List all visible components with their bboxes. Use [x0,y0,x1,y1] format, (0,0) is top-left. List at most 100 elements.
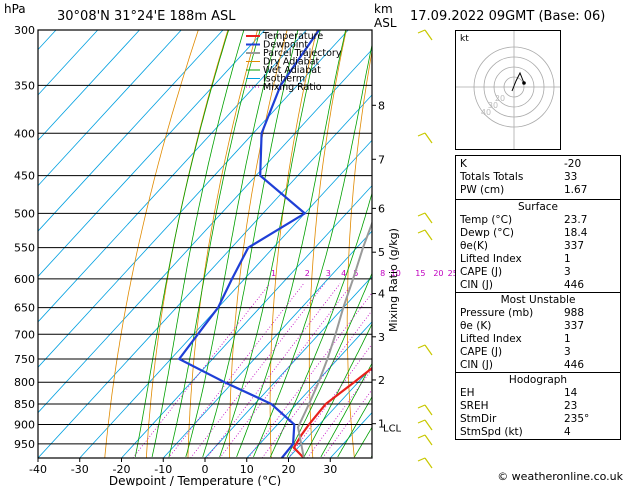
legend-entry: Temperature [262,31,323,42]
x-tick-label: -40 [29,463,47,476]
wet-adiabat-line [219,30,321,458]
most-unstable-section: Most Unstable Pressure (mb) 988 θe (K) 337 L… [456,292,620,372]
isotherm-line [288,366,372,458]
isotherm-line [38,30,182,187]
series-line-parcel-trajectory [296,220,372,458]
most-unstable-value: 337 [564,320,585,332]
most-unstable-value: 988 [564,307,585,319]
hodograph-value: 235° [564,413,590,425]
surface-row: Dewp (°C) 18.4 [456,227,620,240]
isotherm-line [38,30,266,278]
pressure-tick-label: 450 [14,170,35,183]
mixing-ratio-label: 3 [326,269,331,278]
hodograph-section: Hodograph EH 14 SREH 23 StmDir 235° StmSpd (kt… [456,372,620,439]
pressure-tick-label: 350 [14,79,35,92]
most-unstable-row: Pressure (mb) 988 [456,307,620,320]
hodograph-value: 23 [564,400,578,412]
surface-value: 337 [564,240,585,252]
profile-lines [177,30,372,458]
most-unstable-row: CIN (J) 446 [456,359,620,372]
pressure-tick-label: 550 [14,242,35,255]
most-unstable-value: 446 [564,359,585,371]
pressure-tick-label: 750 [14,353,35,366]
dry-adiabat-line [346,49,372,458]
hodograph-row: StmDir 235° [456,413,620,426]
most-unstable-value: 3 [564,346,571,358]
mixing-ratio-label: 8 [380,269,385,278]
surface-label: Dewp (°C) [460,227,514,239]
wet-adiabat-line [337,396,372,458]
most-unstable-row: Lifted Index 1 [456,333,620,346]
hodograph-ring-label: 30 [488,101,498,110]
legend-entry: Mixing Ratio [263,82,322,93]
km-tick-label: 2 [378,374,385,387]
hodograph-value: 14 [564,387,578,399]
hodograph-trace [511,71,525,92]
dry-adiabat-line [308,30,347,458]
hodograph-row: EH 14 [456,387,620,400]
surface-section: Surface Temp (°C) 23.7 Dewp (°C) 18.4 θe(K) 3… [456,199,620,292]
wet-adiabat-line [320,362,372,458]
isotherm-line [204,275,372,458]
mixing-ratio-label: 25 [448,269,458,278]
series-line-temperature [292,366,372,458]
most-unstable-label: CAPE (J) [460,346,503,358]
wet-adiabat-line [253,42,372,458]
most-unstable-row: θe (K) 337 [456,320,620,333]
most-unstable-value: 1 [564,333,571,345]
background-lines [38,30,372,458]
wind-barb-icon [417,344,433,356]
surface-value: 23.7 [564,214,588,226]
surface-label: Lifted Index [460,253,522,265]
surface-value: 18.4 [564,227,588,239]
index-row: Totals Totals 33 [456,171,620,184]
legend-entry: Parcel Trajectory [263,48,342,59]
x-tick-label: 30 [323,463,337,476]
surface-value: 3 [564,266,571,278]
pressure-tick-label: 650 [14,302,35,315]
isotherm-line [121,185,372,458]
x-tick-label: 10 [240,463,254,476]
copyright-text: © weatheronline.co.uk [497,470,623,483]
wet-adiabat-line [134,30,230,457]
surface-value: 1 [564,253,571,265]
isotherm-line [38,94,372,458]
hodograph-unit-label: kt [460,34,469,44]
surface-label: CAPE (J) [460,266,503,278]
hodograph-label: SREH [460,400,489,412]
km-axis-label: km [374,2,393,16]
km-tick-label: 6 [378,202,385,215]
wind-barb-icon [417,434,433,446]
hodograph-ring-label: 40 [481,108,491,117]
most-unstable-label: CIN (J) [460,359,493,371]
index-label: PW (cm) [460,184,505,196]
hodograph-ring-label: 20 [495,94,505,103]
km-tick-label: 7 [378,153,385,166]
isotherm-line [38,30,140,141]
surface-row: θe(K) 337 [456,240,620,253]
pressure-tick-label: 800 [14,376,35,389]
wet-adiabat-line [168,30,261,457]
mixing-ratio-label: 20 [433,269,443,278]
x-tick-label: -10 [154,463,172,476]
x-tick-label: -20 [113,463,131,476]
most-unstable-label: Lifted Index [460,333,522,345]
surface-row: CAPE (J) 3 [456,266,620,279]
mixing-ratio-axis-label: Mixing Ratio (g/kg) [387,228,400,332]
indices-table: K -20 Totals Totals 33 PW (cm) 1.67 Surface T… [455,155,621,440]
surface-label: θe(K) [460,240,488,252]
x-axis-label: Dewpoint / Temperature (°C) [109,474,281,486]
isotherm-line [38,48,372,414]
index-value: 1.67 [564,184,588,196]
pressure-tick-label: 500 [14,207,35,220]
lcl-label: LCL [383,423,402,434]
pressure-tick-label: 900 [14,419,35,432]
x-tick-label: 20 [282,463,296,476]
isotherm-line [162,230,372,458]
dry-adiabat-line [146,30,229,458]
wet-adiabat-line [303,323,372,458]
wind-barb-icon [417,457,433,469]
wet-adiabat-line [286,272,372,458]
mixing-ratio-line [206,283,341,458]
